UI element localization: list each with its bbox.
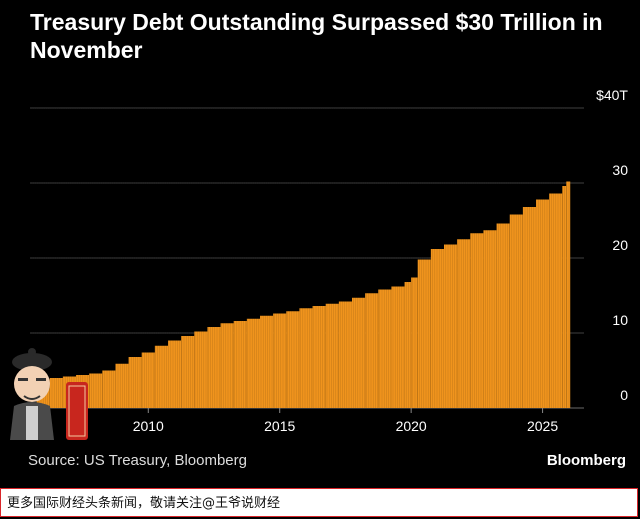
bar <box>483 230 497 408</box>
x-tick-label: 2020 <box>396 418 427 434</box>
y-tick-labels: 0 10 20 30 $40T <box>596 87 628 403</box>
seal-stamp <box>66 382 88 440</box>
bar <box>391 286 405 408</box>
y-tick-label: 30 <box>612 162 628 178</box>
bar <box>338 301 352 408</box>
y-tick-label: 20 <box>612 237 628 253</box>
bar <box>207 327 221 408</box>
chart-title: Treasury Debt Outstanding Surpassed $30 … <box>30 9 603 63</box>
bar <box>168 340 182 408</box>
bar <box>325 303 339 408</box>
bar <box>411 277 418 408</box>
bar-series <box>29 108 571 408</box>
bar <box>128 357 142 408</box>
bar <box>536 199 550 408</box>
y-tick-label: $40T <box>596 87 628 103</box>
bar <box>378 289 392 408</box>
bar <box>365 293 379 408</box>
bloomberg-logo: Bloomberg <box>546 452 626 469</box>
cartoon-avatar <box>10 348 54 440</box>
bar <box>49 378 63 408</box>
bar <box>233 321 247 408</box>
x-tick-label: 2010 <box>133 418 164 434</box>
bar <box>220 323 234 408</box>
bar <box>89 373 103 408</box>
bar <box>417 259 431 408</box>
y-tick-label: 10 <box>612 312 628 328</box>
bar <box>562 186 567 408</box>
y-tick-label: 0 <box>620 387 628 403</box>
bar <box>522 207 536 408</box>
bar <box>404 282 412 408</box>
bar <box>154 345 168 408</box>
bar <box>457 239 471 408</box>
x-tick-labels: 2010 2015 2020 2025 <box>133 408 558 434</box>
bar <box>444 244 458 408</box>
bar <box>566 181 571 408</box>
bar <box>299 308 313 408</box>
x-tick-label: 2015 <box>264 418 295 434</box>
bar <box>470 233 484 408</box>
bar <box>352 297 366 408</box>
bar <box>115 363 129 408</box>
bar <box>102 370 116 408</box>
bar <box>496 223 510 408</box>
bar <box>430 249 444 408</box>
bar <box>286 311 300 408</box>
bar <box>141 352 155 408</box>
bar <box>509 214 523 408</box>
bar <box>194 331 208 408</box>
bar <box>273 313 287 408</box>
bar <box>246 318 260 408</box>
x-tick-label: 2025 <box>527 418 558 434</box>
bar <box>549 193 563 408</box>
source-note: Source: US Treasury, Bloomberg <box>28 452 247 469</box>
bar <box>260 315 274 408</box>
bar <box>181 336 195 408</box>
footer-banner: 更多国际财经头条新闻，敬请关注@王爷说财经 <box>0 488 638 517</box>
bar <box>312 306 326 408</box>
